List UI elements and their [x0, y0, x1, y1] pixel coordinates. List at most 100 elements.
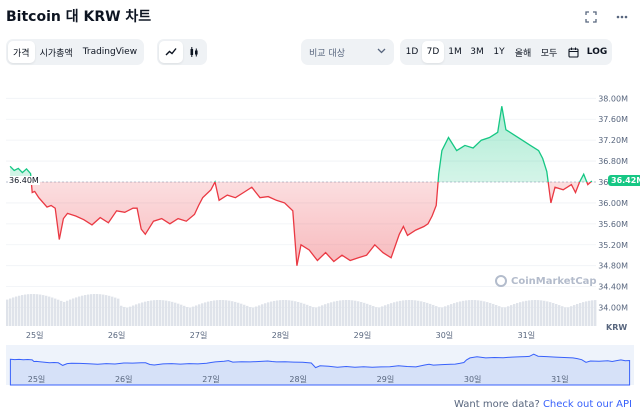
volume-bar: [135, 304, 138, 326]
navigator-x-tick-label: 25일: [28, 375, 46, 384]
volume-bar: [399, 300, 402, 326]
line-chart-icon[interactable]: [159, 41, 183, 63]
volume-bar: [558, 305, 561, 326]
navigator-background: [6, 345, 634, 385]
volume-bar: [315, 307, 318, 326]
series-line-down: [30, 182, 592, 266]
chart-type-toggle: [157, 39, 207, 65]
volume-bar: [150, 300, 153, 326]
volume-bar: [132, 305, 135, 326]
volume-bar: [69, 299, 72, 326]
volume-bar: [555, 303, 558, 326]
volume-bar: [342, 300, 345, 326]
volume-bar: [375, 307, 378, 326]
range-7d[interactable]: 7D: [422, 41, 444, 63]
candlestick-icon[interactable]: [183, 41, 205, 63]
navigator-x-tick-label: 31일: [551, 375, 569, 384]
volume-bar: [282, 300, 285, 326]
volume-bar: [393, 302, 396, 326]
y-tick-label: 34.40M: [598, 283, 628, 292]
volume-bar: [330, 302, 333, 326]
compare-dropdown[interactable]: 비교 대상: [301, 39, 394, 65]
volume-bar: [525, 300, 528, 326]
volume-bar: [582, 302, 585, 326]
volume-bar: [507, 306, 510, 326]
tab-market-cap[interactable]: 시가총액: [39, 48, 73, 59]
volume-bar: [219, 300, 222, 326]
volume-bar: [528, 300, 531, 326]
volume-bar: [12, 297, 15, 326]
volume-bar: [246, 305, 249, 326]
volume-bar: [513, 304, 516, 326]
range-3m[interactable]: 3M: [470, 47, 484, 57]
volume-bar: [15, 296, 18, 326]
volume-bar: [264, 303, 267, 326]
volume-bar: [138, 303, 141, 326]
tab-price[interactable]: 가격: [8, 41, 35, 63]
volume-bar: [570, 306, 573, 326]
range-1m[interactable]: 1M: [448, 47, 462, 57]
volume-bar: [471, 300, 474, 326]
volume-bar: [240, 303, 243, 326]
volume-bar: [435, 306, 438, 326]
volume-bar: [321, 305, 324, 326]
volume-bar: [354, 300, 357, 326]
volume-bar: [453, 303, 456, 326]
volume-bar: [291, 300, 294, 326]
volume-bar: [363, 302, 366, 326]
volume-bar: [573, 305, 576, 326]
volume-bar: [303, 303, 306, 326]
volume-bar: [495, 305, 498, 326]
volume-bar: [117, 298, 120, 326]
calendar-icon[interactable]: [562, 41, 584, 63]
x-tick-label: 25일: [26, 331, 44, 340]
volume-bar: [306, 304, 309, 326]
log-scale-toggle[interactable]: LOG: [586, 47, 608, 57]
volume-bar: [408, 300, 411, 326]
volume-bar: [483, 301, 486, 326]
x-tick-label: 30일: [436, 331, 454, 340]
api-link[interactable]: Check out our API: [542, 399, 632, 410]
volume-bar: [351, 300, 354, 326]
volume-bar: [504, 307, 507, 326]
volume-bar: [462, 300, 465, 326]
volume-bar: [420, 301, 423, 326]
volume-bar: [162, 300, 165, 326]
volume-bar: [468, 300, 471, 326]
volume-bar: [180, 304, 183, 326]
volume-bar: [75, 297, 78, 326]
volume-bar: [141, 302, 144, 326]
range-1y[interactable]: 1Y: [493, 47, 505, 57]
watermark-text: CoinMarketCap: [511, 275, 597, 287]
volume-bar: [153, 300, 156, 326]
volume-bar: [594, 300, 597, 326]
navigator-x-tick-label: 27일: [202, 375, 220, 384]
volume-bar: [390, 303, 393, 326]
volume-bar: [531, 300, 534, 326]
volume-bar: [492, 303, 495, 326]
volume-bar: [591, 300, 594, 326]
range-ytd[interactable]: 올해: [514, 48, 532, 59]
current-price-badge: 36.42M: [608, 174, 640, 186]
range-1d[interactable]: 1D: [405, 47, 419, 57]
chart-title: Bitcoin 대 KRW 차트: [6, 9, 152, 25]
y-tick-label: 36.80M: [598, 157, 628, 166]
volume-bar: [456, 302, 459, 326]
volume-bar: [549, 302, 552, 326]
range-all[interactable]: 모두: [540, 48, 558, 59]
volume-bar: [333, 301, 336, 326]
tab-tradingview[interactable]: TradingView: [82, 47, 138, 57]
coinmarketcap-watermark: CoinMarketCap: [495, 275, 597, 287]
volume-bar: [357, 301, 360, 326]
volume-bar: [255, 306, 258, 326]
volume-bar: [273, 300, 276, 326]
volume-bar: [123, 306, 126, 326]
more-icon[interactable]: [614, 9, 630, 25]
volume-bar: [108, 295, 111, 326]
volume-bar: [405, 300, 408, 326]
volume-bar: [564, 307, 567, 326]
volume-bar: [501, 307, 504, 326]
navigator-x-tick-label: 29일: [377, 375, 395, 384]
volume-bar: [234, 301, 237, 326]
fullscreen-icon[interactable]: [583, 9, 599, 25]
